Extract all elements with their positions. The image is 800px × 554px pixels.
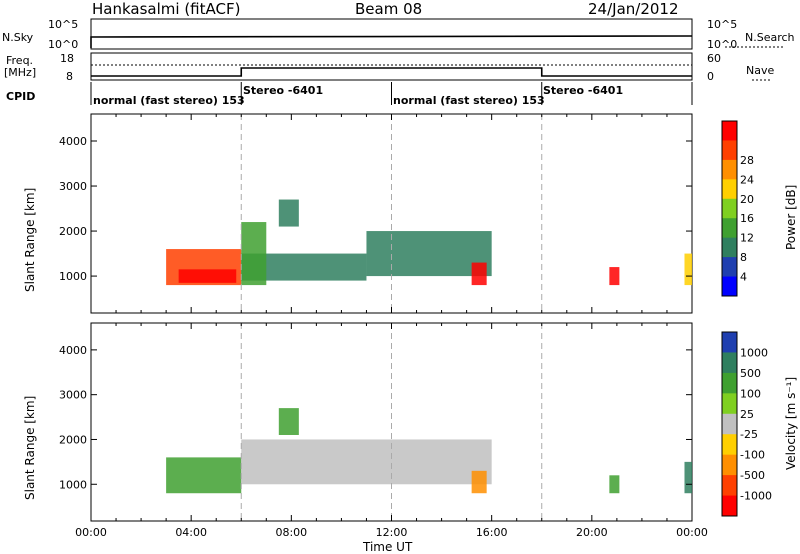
- x-tick-label: 20:00: [576, 526, 608, 539]
- velocity-colorbar-tick: -1000: [740, 490, 772, 503]
- velocity-colorbar-tick: -25: [740, 428, 758, 441]
- velocity-scatter-region: [241, 439, 492, 485]
- velocity-colorbar-swatch: [722, 332, 737, 353]
- power-colorbar-tick: 28: [740, 154, 754, 167]
- power-colorbar-swatch: [722, 218, 737, 239]
- freq-label: Freq.: [6, 54, 34, 67]
- power-colorbar-swatch: [722, 159, 737, 180]
- power-scatter-region: [684, 253, 692, 286]
- velocity-y-tick-label: 2000: [59, 433, 87, 446]
- velocity-colorbar-swatch: [722, 495, 737, 517]
- date-title: 24/Jan/2012: [588, 0, 679, 18]
- power-colorbar-frame: [721, 120, 738, 297]
- power-scatter-region: [278, 199, 299, 227]
- velocity-colorbar-tick: 25: [740, 408, 754, 421]
- velocity-colorbar-swatch: [722, 475, 737, 497]
- power-colorbar-tick: 8: [740, 251, 747, 264]
- velocity-colorbar-frame: [721, 331, 738, 517]
- nave-tick-top: 60: [707, 52, 721, 65]
- x-tick-label: 12:00: [376, 526, 408, 539]
- velocity-scatter-region: [471, 470, 487, 494]
- velocity-colorbar-swatch: [722, 454, 737, 476]
- noise-search-label: N.Search: [745, 31, 795, 44]
- power-y-tick-label: 1000: [59, 270, 87, 283]
- velocity-colorbar-tick: -500: [740, 469, 765, 482]
- velocity-colorbar-tick: 500: [740, 367, 761, 380]
- noise-left-tick-bottom: 10^0: [48, 38, 79, 51]
- cpid-segment-3: normal (fast stereo) 153: [393, 94, 545, 107]
- power-colorbar-swatch: [722, 276, 737, 297]
- beam-title: Beam 08: [355, 0, 423, 18]
- velocity-y-tick-label: 4000: [59, 344, 87, 357]
- velocity-y-tick-label: 3000: [59, 389, 87, 402]
- power-scatter-region: [178, 269, 237, 283]
- velocity-colorbar-tick: -100: [740, 449, 765, 462]
- cpid-segment-1: normal (fast stereo) 153: [93, 94, 245, 107]
- velocity-scatter-region: [609, 475, 620, 494]
- power-colorbar-tick: 20: [740, 193, 754, 206]
- freq-panel-frame: [90, 52, 693, 81]
- x-axis-title: Time UT: [363, 540, 413, 554]
- power-y-tick-label: 4000: [59, 135, 87, 148]
- velocity-scatter-region: [166, 457, 242, 494]
- power-colorbar-tick: 16: [740, 212, 754, 225]
- freq-tick-bottom: 8: [66, 70, 73, 83]
- site-title: Hankasalmi (fitACF): [92, 0, 241, 18]
- velocity-colorbar-swatch: [722, 352, 737, 374]
- power-scatter-region: [471, 262, 487, 286]
- cpid-segment-2: Stereo -6401: [243, 84, 324, 97]
- noise-sky-label: N.Sky: [2, 31, 34, 44]
- velocity-colorbar-swatch: [722, 413, 737, 435]
- velocity-colorbar-tick: 100: [740, 387, 761, 400]
- velocity-y-tick-label: 1000: [59, 478, 87, 491]
- x-tick-label: 08:00: [275, 526, 307, 539]
- cpid-segment-4: Stereo -6401: [543, 84, 624, 97]
- nave-label: Nave: [746, 64, 775, 77]
- power-y-tick-label: 2000: [59, 225, 87, 238]
- noise-panel-frame: [90, 18, 693, 50]
- velocity-colorbar-swatch: [722, 372, 737, 394]
- x-tick-label: 00:00: [676, 526, 708, 539]
- velocity-colorbar-swatch: [722, 393, 737, 415]
- power-colorbar-swatch: [722, 121, 737, 141]
- power-colorbar-tick: 24: [740, 173, 754, 186]
- power-scatter-region: [366, 231, 492, 277]
- velocity-colorbar-tick: 1000: [740, 346, 768, 359]
- power-colorbar-tick: 4: [740, 271, 747, 284]
- nave-tick-bottom: 0: [707, 70, 714, 83]
- freq-unit-label: [MHz]: [4, 66, 37, 79]
- noise-right-tick-top: 10^5: [707, 18, 738, 31]
- velocity-colorbar-swatch: [722, 434, 737, 456]
- freq-line: [91, 67, 692, 77]
- noise-right-tick-bottom: 10^0: [707, 38, 738, 51]
- power-y-tick-label: 3000: [59, 180, 87, 193]
- x-tick-label: 16:00: [476, 526, 508, 539]
- power-colorbar-swatch: [722, 198, 737, 219]
- noise-left-tick-top: 10^5: [48, 18, 79, 31]
- x-tick-label: 00:00: [75, 526, 107, 539]
- power-colorbar-swatch: [722, 140, 737, 161]
- power-colorbar-swatch: [722, 257, 737, 278]
- noise-sky-line: [90, 35, 693, 48]
- power-colorbar-tick: 12: [740, 232, 754, 245]
- velocity-scatter-region: [278, 408, 299, 435]
- power-colorbar-swatch: [722, 237, 737, 258]
- cpid-label: CPID: [6, 90, 36, 103]
- x-tick-label: 04:00: [175, 526, 207, 539]
- power-scatter-region: [609, 267, 620, 286]
- velocity-scatter-region: [684, 461, 692, 494]
- freq-tick-top: 18: [60, 52, 74, 65]
- power-colorbar-swatch: [722, 179, 737, 200]
- power-scatter-region: [241, 222, 267, 286]
